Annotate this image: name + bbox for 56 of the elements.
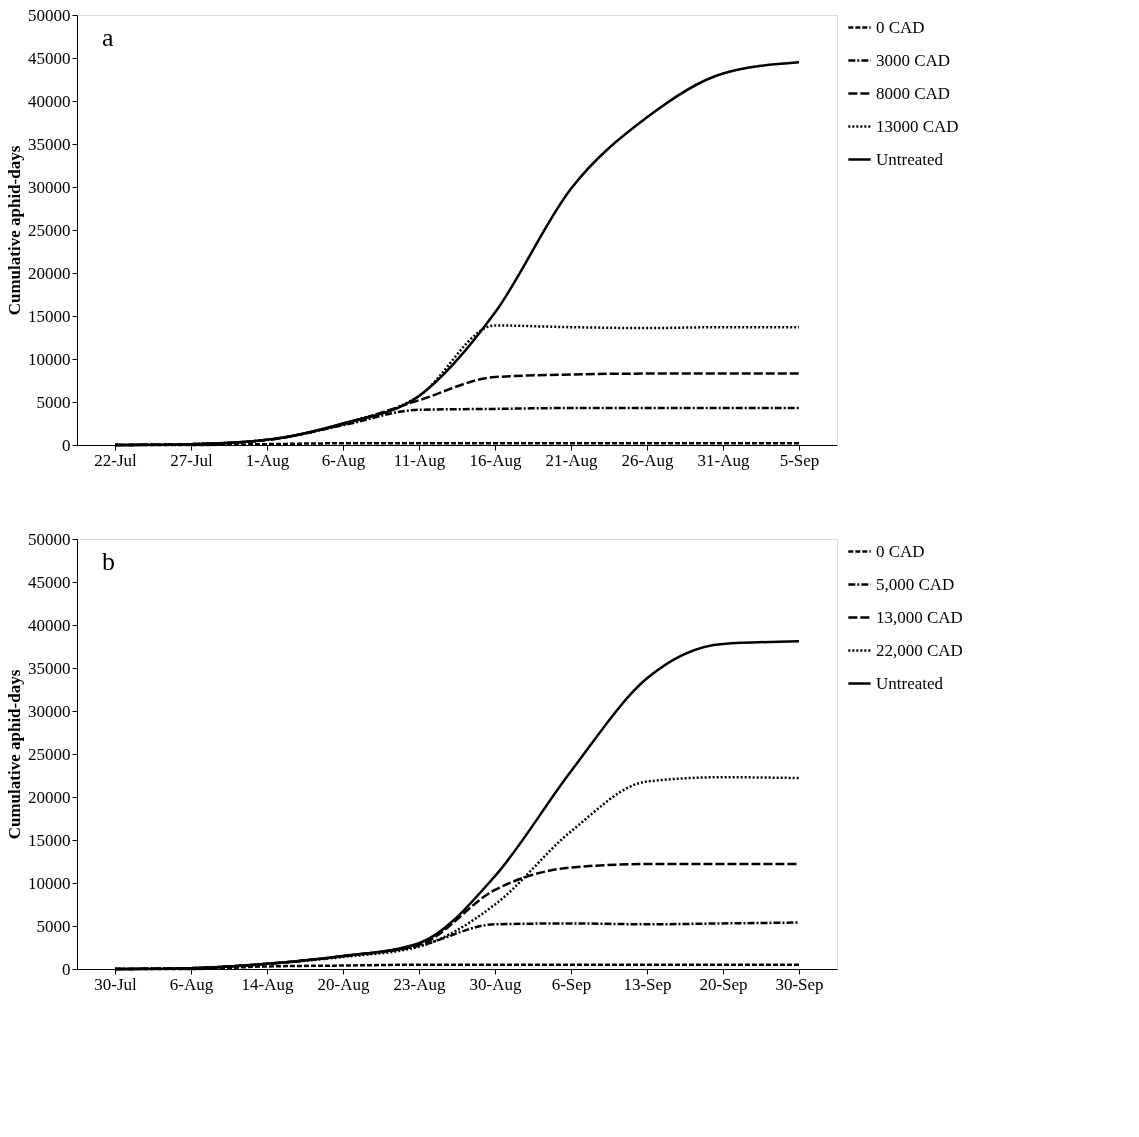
y-axis-title: Cumulative aphid-days xyxy=(5,145,24,316)
y-tick-label: 20000 xyxy=(28,263,71,283)
y-tick-label: 5000 xyxy=(36,392,71,412)
legend-label: Untreated xyxy=(876,673,944,693)
x-tick-label: 5-Sep xyxy=(779,450,820,470)
y-tick-label: 30000 xyxy=(28,701,71,721)
y-tick-label: 20000 xyxy=(28,787,71,807)
x-tick-label: 11-Aug xyxy=(393,450,446,470)
x-tick-label: 20-Sep xyxy=(699,974,748,994)
x-tick-label: 1-Aug xyxy=(245,450,290,470)
x-tick-label: 27-Jul xyxy=(170,450,214,470)
y-tick-label: 15000 xyxy=(28,830,71,850)
x-tick-label: 6-Aug xyxy=(321,450,366,470)
x-tick-label: 30-Jul xyxy=(94,974,138,994)
legend-label: 13,000 CAD xyxy=(876,607,963,627)
y-tick-label: 0 xyxy=(62,435,71,455)
x-tick-label: 30-Sep xyxy=(775,974,824,994)
y-tick-label: 10000 xyxy=(28,349,71,369)
legend-label: Untreated xyxy=(876,149,944,169)
legend-label: 5,000 CAD xyxy=(876,574,955,594)
y-tick-label: 10000 xyxy=(28,873,71,893)
legend-label: 0 CAD xyxy=(876,541,925,561)
y-tick-label: 35000 xyxy=(28,134,71,154)
legend-label: 3000 CAD xyxy=(876,50,951,70)
y-axis-title: Cumulative aphid-days xyxy=(5,669,24,840)
x-tick-label: 26-Aug xyxy=(621,450,674,470)
y-tick-label: 25000 xyxy=(28,744,71,764)
y-tick-label: 15000 xyxy=(28,306,71,326)
legend-label: 0 CAD xyxy=(876,17,925,37)
y-tick-label: 45000 xyxy=(28,572,71,592)
y-tick-label: 40000 xyxy=(28,91,71,111)
x-tick-label: 30-Aug xyxy=(469,974,522,994)
y-tick-label: 30000 xyxy=(28,177,71,197)
x-tick-label: 23-Aug xyxy=(393,974,446,994)
annotation: a xyxy=(102,23,114,52)
x-tick-label: 14-Aug xyxy=(241,974,294,994)
y-tick-label: 5000 xyxy=(36,916,71,936)
x-tick-label: 13-Sep xyxy=(623,974,672,994)
x-tick-label: 31-Aug xyxy=(697,450,750,470)
x-tick-label: 20-Aug xyxy=(317,974,370,994)
annotation: b xyxy=(102,547,115,576)
x-tick-label: 16-Aug xyxy=(469,450,522,470)
legend-label: 8000 CAD xyxy=(876,83,951,103)
y-tick-label: 0 xyxy=(62,959,71,979)
legend-label: 22,000 CAD xyxy=(876,640,963,660)
x-tick-label: 6-Aug xyxy=(169,974,214,994)
x-tick-label: 6-Sep xyxy=(551,974,592,994)
y-tick-label: 25000 xyxy=(28,220,71,240)
y-tick-label: 45000 xyxy=(28,48,71,68)
legend-label: 13000 CAD xyxy=(876,116,959,136)
x-tick-label: 22-Jul xyxy=(94,450,138,470)
y-tick-label: 50000 xyxy=(28,5,71,25)
y-tick-label: 35000 xyxy=(28,658,71,678)
x-tick-label: 21-Aug xyxy=(545,450,598,470)
y-tick-label: 50000 xyxy=(28,529,71,549)
y-tick-label: 40000 xyxy=(28,615,71,635)
